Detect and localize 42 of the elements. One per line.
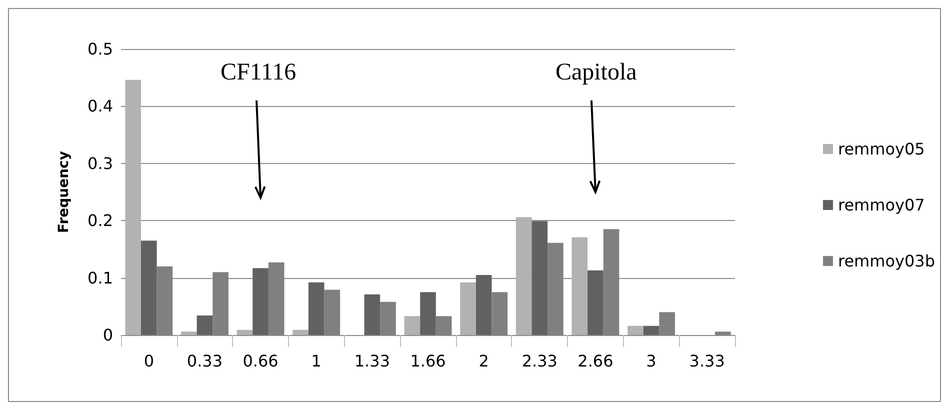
x-tick-label: 0.66	[242, 352, 278, 370]
bar	[460, 282, 476, 335]
x-tick-label: 1.33	[354, 352, 390, 370]
bar	[181, 332, 197, 335]
legend-label: remmoy03b	[838, 252, 935, 270]
annotation: Capitola	[555, 60, 638, 86]
x-tick-label: 1.66	[410, 352, 446, 370]
x-tick-label: 1	[311, 352, 322, 370]
x-tick-label: 2	[478, 352, 489, 370]
bar	[516, 217, 532, 335]
bar	[628, 326, 644, 335]
bar	[420, 292, 436, 335]
bar	[141, 240, 157, 335]
y-axis-title: Frequency	[56, 151, 72, 233]
bar	[308, 282, 324, 335]
bar	[404, 316, 420, 335]
bar	[643, 326, 660, 335]
x-tick-label: 2.66	[578, 352, 614, 370]
bar	[572, 237, 588, 335]
bar	[236, 330, 253, 335]
legend-label: remmoy07	[838, 196, 925, 214]
y-tick-label: 0	[102, 326, 113, 344]
x-tick-label: 3.33	[689, 352, 725, 370]
bar	[532, 221, 548, 335]
bar	[196, 316, 213, 335]
x-tick-label: 0.33	[186, 352, 223, 370]
x-tick-label: 3	[646, 352, 656, 370]
y-tick-label: 0.2	[88, 211, 113, 230]
legend-label: remmoy05	[838, 140, 925, 158]
x-tick-label: 0	[144, 352, 154, 370]
bar	[292, 330, 308, 335]
y-tick-label: 0.4	[88, 96, 113, 116]
y-tick-label: 0.3	[88, 154, 113, 173]
bar	[125, 80, 141, 335]
bar	[364, 294, 380, 335]
bar	[252, 268, 268, 335]
bar	[588, 270, 604, 335]
y-tick-label: 0.1	[88, 268, 113, 288]
bar	[476, 274, 492, 335]
x-tick-label: 2.33	[522, 352, 558, 370]
annotation: CF1116	[220, 60, 296, 86]
y-tick-label: 0.5	[88, 40, 113, 58]
